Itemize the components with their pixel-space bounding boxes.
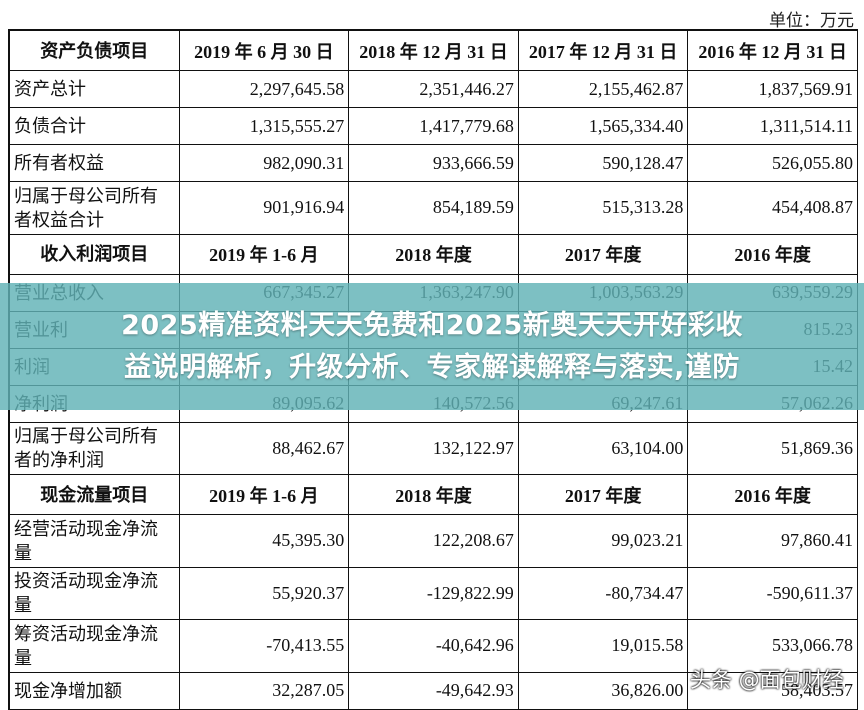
cell: 2,297,645.58	[179, 71, 350, 108]
header-cell: 2019 年 6 月 30 日	[179, 31, 350, 71]
cell: 58,403.57	[688, 672, 858, 710]
cell: 982,090.31	[179, 145, 350, 182]
cell: 负债合计	[10, 108, 180, 145]
watermark: 头条 @面包财经	[690, 668, 844, 692]
banner-line: 2025精准资料天天免费和2025新奥天天开好彩收	[121, 309, 743, 341]
header-cell: 2016 年度	[688, 234, 858, 275]
header-cell: 2018 年度	[349, 234, 519, 275]
cell: 1,837,569.91	[688, 71, 858, 108]
cell: -129,822.99	[349, 567, 519, 620]
cell: 88,462.67	[179, 422, 350, 475]
cell: -49,642.93	[349, 672, 519, 710]
table-row: 归属于母公司所有者的净利润 88,462.67 132,122.97 63,104.0…	[10, 422, 858, 475]
table-row: 归属于母公司所有者权益合计 901,916.94 854,189.59 515,313…	[10, 182, 858, 235]
table-row: 资产总计 2,297,645.58 2,351,446.27 2,155,462.87…	[10, 71, 858, 108]
header-cell: 现金流量项目	[10, 475, 180, 515]
cell: -80,734.47	[518, 567, 689, 620]
cell: 经营活动现金净流量	[10, 515, 180, 568]
cell: 19,015.58	[518, 620, 689, 673]
cell: 32,287.05	[179, 672, 350, 710]
table-row: 投资活动现金净流量 55,920.37 -129,822.99 -80,734.47-…	[10, 567, 858, 620]
cell: 资产总计	[10, 71, 180, 108]
cell: 45,395.30	[179, 515, 350, 568]
cell: 590,128.47	[518, 145, 689, 182]
cell: 933,666.59	[349, 145, 519, 182]
header-cell: 2019 年 1-6 月	[179, 234, 350, 275]
header-cell: 2016 年度	[688, 475, 858, 515]
header-cell: 2017 年 12 月 31 日	[518, 31, 689, 71]
cell: 1,315,555.27	[179, 108, 350, 145]
cell: -590,611.37	[688, 567, 858, 620]
table-row: 筹资活动现金净流量 -70,413.55 -40,642.96 19,015.58 53…	[10, 620, 858, 673]
header-row: 收入利润项目 2019 年 1-6 月 2018 年度 2017 年度 2016 年度	[10, 234, 858, 275]
header-cell: 2018 年 12 月 31 日	[349, 31, 519, 71]
header-cell: 资产负债项目	[10, 31, 180, 71]
cell: 归属于母公司所有者权益合计	[10, 182, 180, 235]
cell: 854,189.59	[349, 182, 519, 235]
header-cell: 收入利润项目	[10, 234, 180, 275]
cell: 51,869.36	[688, 422, 858, 475]
header-cell: 2017 年度	[518, 234, 689, 275]
cell: 1,565,334.40	[518, 108, 689, 145]
cell: 901,916.94	[179, 182, 350, 235]
header-cell: 2016 年 12 月 31 日	[688, 31, 858, 71]
cell: 132,122.97	[349, 422, 519, 475]
header-row: 现金流量项目 2019 年 1-6 月 2018 年度 2017 年度 2016 年度	[10, 475, 858, 515]
header-row: 资产负债项目 2019 年 6 月 30 日 2018 年 12 月 31 日 201…	[10, 31, 858, 71]
cell: 1,417,779.68	[349, 108, 519, 145]
table-row: 所有者权益 982,090.31 933,666.59 590,128.47 526,0…	[10, 145, 858, 182]
banner: 2025精准资料天天免费和2025新奥天天开好彩收 益说明解析，升级分析、专家解读…	[0, 283, 864, 410]
cell: -70,413.55	[179, 620, 350, 673]
cell: 515,313.28	[518, 182, 689, 235]
unit-label: 单位：万元	[769, 11, 854, 30]
cell: 97,860.41	[688, 515, 858, 568]
cell: 99,023.21	[518, 515, 689, 568]
cell: 533,066.78	[688, 620, 858, 673]
table-row: 负债合计 1,315,555.27 1,417,779.68 1,565,334.40…	[10, 108, 858, 145]
cell: 36,826.00	[518, 672, 689, 710]
cell: -40,642.96	[349, 620, 519, 673]
cell: 122,208.67	[349, 515, 519, 568]
cell: 2,351,446.27	[349, 71, 519, 108]
banner-line: 益说明解析，升级分析、专家解读解释与落实,谨防	[124, 351, 740, 383]
table-row: 经营活动现金净流量 45,395.30 122,208.67 99,023.21 97,…	[10, 515, 858, 568]
cell: 2,155,462.87	[518, 71, 689, 108]
header-cell: 2018 年度	[349, 475, 519, 515]
header-cell: 2019 年 1-6 月	[179, 475, 350, 515]
cell: 现金净增加额	[10, 672, 180, 710]
cell: 55,920.37	[179, 567, 350, 620]
header-cell: 2017 年度	[518, 475, 689, 515]
cell: 526,055.80	[688, 145, 858, 182]
cell: 投资活动现金净流量	[10, 567, 180, 620]
cell: 1,311,514.11	[688, 108, 858, 145]
table-row: 现金净增加额 32,287.05 -49,642.93 36,826.00 58,403…	[10, 672, 858, 710]
cell: 所有者权益	[10, 145, 180, 182]
cell: 归属于母公司所有者的净利润	[10, 422, 180, 475]
cell: 筹资活动现金净流量	[10, 620, 180, 673]
cell: 63,104.00	[518, 422, 689, 475]
cell: 454,408.87	[688, 182, 858, 235]
